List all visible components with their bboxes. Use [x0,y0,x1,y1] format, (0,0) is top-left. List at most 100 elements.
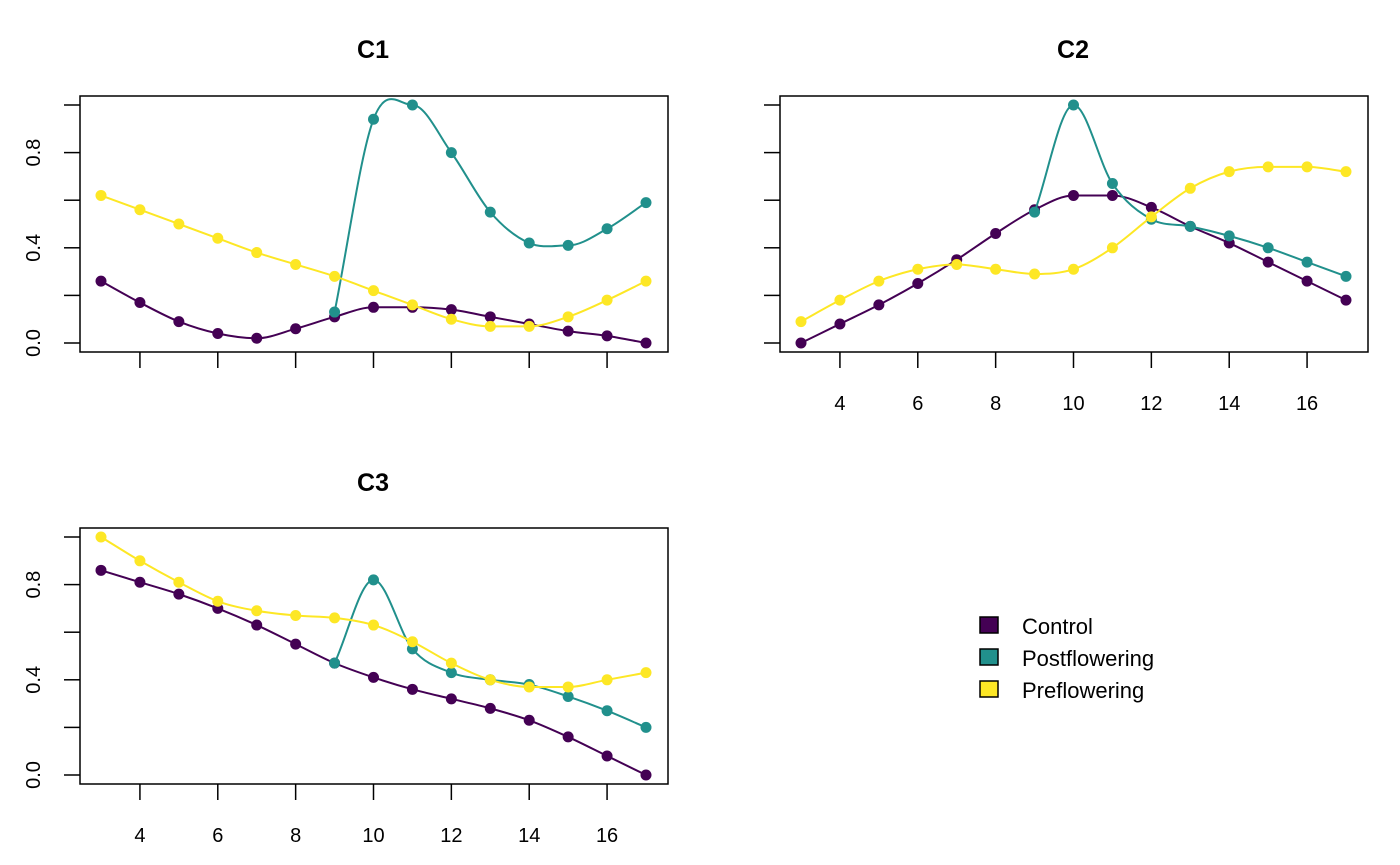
x-tick-label: 14 [518,825,540,847]
panel-c2: C2 4 6 8 10 12 14 16 [764,36,1369,415]
x-tick-label: 14 [1218,393,1240,415]
panel-title: C2 [1057,36,1089,64]
data-point-postflowering [1068,99,1079,111]
data-point-preflowering [484,320,496,332]
data-point-preflowering [601,294,613,306]
data-point-control [484,702,496,714]
data-point-preflowering [134,204,146,216]
data-point-preflowering [640,275,652,287]
legend-swatch [979,680,999,698]
legend-swatch [979,648,999,666]
data-point-control [173,316,185,328]
data-point-preflowering [1106,242,1118,254]
data-point-postflowering [329,306,341,318]
data-point-control [134,576,146,588]
data-point-preflowering [834,294,846,306]
legend-swatch [979,616,999,634]
data-point-control [1340,294,1352,306]
data-point-control [445,304,457,316]
data-point-preflowering [173,218,185,230]
data-point-control [562,731,574,743]
x-tick-label: 6 [912,393,923,415]
data-point-control [1301,275,1313,287]
data-point-preflowering [1340,166,1352,178]
x-tick-label: 4 [134,825,145,847]
data-point-control [1145,201,1157,213]
data-point-control [601,330,613,342]
data-point-preflowering [212,232,224,244]
x-tick-label: 10 [362,825,384,847]
plot-frame [79,527,669,785]
data-point-control [873,299,885,311]
data-point-postflowering [562,690,574,702]
data-point-control [990,228,1002,240]
data-point-postflowering [445,667,457,679]
data-point-preflowering [1223,166,1235,178]
data-point-preflowering [134,555,146,567]
data-point-control [640,769,652,781]
data-point-preflowering [251,247,263,259]
data-point-preflowering [445,657,457,669]
data-point-postflowering [445,147,457,159]
data-point-control [912,278,924,289]
x-tick-label: 10 [1062,393,1084,415]
data-point-postflowering [329,657,341,669]
data-point-postflowering [368,574,379,586]
x-tick-label: 6 [212,825,223,847]
data-point-preflowering [329,270,341,282]
data-point-preflowering [329,612,341,624]
data-point-postflowering [1029,206,1041,218]
series-line-preflowering [100,536,647,688]
data-point-postflowering [523,237,535,249]
data-point-preflowering [445,313,457,325]
data-point-preflowering [601,674,613,686]
series-line-postflowering [333,98,647,313]
data-point-preflowering [95,531,107,543]
data-point-control [1106,189,1118,201]
data-point-preflowering [640,667,652,679]
data-point-postflowering [1301,256,1313,268]
data-point-preflowering [562,681,574,693]
data-point-preflowering [251,605,263,617]
panel-c3: C3 4 6 8 10 12 14 16 0.0 0.4 0.8 [23,469,669,847]
data-point-preflowering [523,681,535,693]
x-tick-label: 12 [440,825,462,847]
data-point-control [212,327,224,339]
x-tick-label: 8 [290,825,301,847]
data-point-control [795,337,807,349]
data-point-postflowering [406,99,418,111]
data-point-control [368,301,379,313]
data-point-control [290,323,302,335]
data-point-preflowering [951,258,963,270]
data-point-preflowering [1262,161,1274,173]
data-point-preflowering [95,189,107,201]
legend-item-control: Control [979,614,1093,639]
data-point-postflowering [1223,230,1235,242]
x-tick-label: 8 [990,393,1001,415]
data-point-preflowering [873,275,885,287]
data-point-preflowering [212,595,224,607]
data-point-preflowering [1145,211,1157,223]
data-point-postflowering [1262,242,1274,254]
data-point-control [601,750,613,762]
y-tick-label: 0.0 [23,761,45,789]
data-point-control [134,297,146,309]
y-tick-label: 0.4 [23,234,45,262]
data-point-postflowering [601,223,613,235]
data-point-postflowering [368,113,379,125]
data-point-preflowering [1184,182,1196,194]
data-point-control [368,671,379,683]
legend-item-preflowering: Preflowering [979,678,1144,703]
data-point-control [251,332,263,344]
plot-frame [79,95,669,353]
data-point-control [173,588,185,600]
data-point-control [834,318,846,330]
data-point-preflowering [912,263,924,275]
data-point-preflowering [1301,161,1313,173]
data-point-control [95,564,107,576]
x-tick-label: 12 [1140,393,1162,415]
data-point-preflowering [795,316,807,328]
data-point-postflowering [1184,220,1196,232]
legend: Control Postflowering Preflowering [979,614,1154,703]
data-point-preflowering [523,320,535,332]
